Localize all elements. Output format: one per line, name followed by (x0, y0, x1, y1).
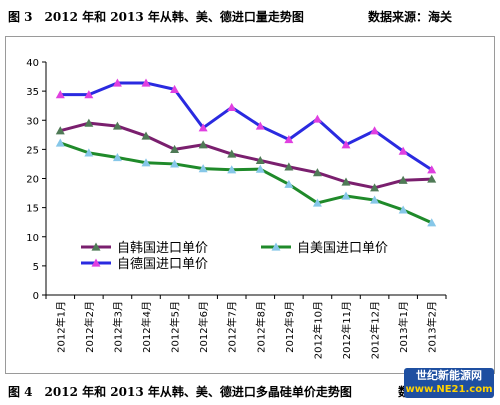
data-point (170, 159, 180, 168)
data-point (255, 155, 265, 165)
y-tick-label: 0 (33, 291, 39, 302)
legend-label: 自德国进口单价 (117, 257, 208, 272)
data-point (141, 158, 151, 167)
x-tick-label: 2013年2月 (426, 301, 439, 353)
legend-swatch-marker (91, 258, 101, 267)
data-point (255, 164, 265, 173)
data-point (84, 90, 94, 99)
legend-swatch-marker (91, 242, 101, 251)
line-chart: 0 5 10 15 20 25 30 35 40 2012年1月 2012年2月 2012年3月 201… (26, 58, 447, 359)
data-point (312, 168, 322, 177)
data-point (55, 138, 65, 147)
data-point (227, 149, 237, 158)
data-point (370, 183, 380, 192)
series-line (59, 141, 433, 225)
data-point (427, 165, 437, 174)
data-point (198, 140, 208, 149)
x-tick-label: 2012年12月 (369, 301, 382, 359)
data-point (112, 153, 122, 162)
data-point (198, 164, 208, 173)
data-point (427, 218, 437, 227)
y-tick-label: 15 (26, 204, 39, 215)
data-point (341, 177, 351, 186)
top-caption-label: 图 3 2012 年和 2013 年从韩、美、德进口量走势图 (8, 10, 304, 24)
data-point (198, 123, 208, 132)
data-point (170, 84, 180, 93)
data-point (284, 134, 294, 144)
data-point (141, 131, 151, 140)
data-point (398, 175, 408, 184)
data-point (170, 144, 180, 153)
y-tick-label: 35 (26, 87, 39, 98)
x-tick-label: 2012年4月 (140, 301, 153, 353)
watermark-line1: 世纪新能源网 (416, 369, 482, 382)
data-point (255, 121, 265, 130)
data-point (55, 90, 65, 99)
data-point (227, 165, 237, 174)
legend-swatch-marker (271, 242, 281, 251)
data-point (284, 162, 294, 171)
data-point (312, 114, 322, 123)
y-tick-label: 40 (26, 58, 39, 69)
watermark-line2: www.NE21.com (405, 384, 493, 395)
data-point (227, 102, 237, 112)
data-point (112, 121, 122, 130)
x-tick-label: 2012年3月 (111, 301, 124, 353)
series-line (60, 81, 433, 172)
x-tick-label: 2012年5月 (169, 301, 182, 353)
data-point (398, 146, 408, 155)
data-point (84, 148, 94, 157)
x-tick-label: 2012年10月 (311, 301, 324, 359)
y-tick-label: 5 (33, 262, 39, 273)
data-point (370, 126, 380, 135)
x-tick-label: 2013年1月 (397, 301, 410, 353)
top-caption-source: 数据来源：海关 (368, 10, 453, 24)
data-point (112, 78, 122, 87)
data-point (312, 198, 322, 207)
data-point (284, 179, 294, 188)
x-tick-label: 2012年2月 (83, 301, 96, 353)
data-point (141, 78, 151, 87)
data-point (341, 191, 351, 200)
x-tick-label: 2012年8月 (254, 301, 267, 353)
legend-label: 自韩国进口单价 (117, 241, 208, 256)
top-caption: 图 3 2012 年和 2013 年从韩、美、德进口量走势图 数据来源：海关 (8, 8, 452, 25)
x-tick-label: 2012年11月 (340, 301, 353, 359)
data-point (370, 195, 380, 204)
x-tick-label: 2012年6月 (197, 301, 210, 353)
x-tick-label: 2012年1月 (54, 301, 67, 353)
data-point (55, 126, 65, 135)
data-point (341, 140, 351, 149)
data-point (84, 118, 94, 127)
series-line (59, 121, 432, 190)
chart-frame: 0 5 10 15 20 25 30 35 40 2012年1月 2012年2月 2012年3月 201… (5, 36, 495, 374)
data-point (398, 205, 408, 214)
watermark-logo: 世纪新能源网 www.NE21.com (404, 368, 494, 398)
y-tick-label: 10 (26, 233, 39, 244)
bottom-caption-label: 图 4 2012 年和 2013 年从韩、美、德进口多晶硅单价走势图 (8, 385, 352, 399)
x-tick-label: 2012年9月 (283, 301, 296, 353)
data-point (427, 174, 437, 183)
bottom-caption: 图 4 2012 年和 2013 年从韩、美、德进口多晶硅单价走势图 数据 (8, 383, 422, 400)
y-tick-label: 30 (26, 116, 39, 127)
legend-label: 自美国进口单价 (297, 241, 388, 256)
y-tick-label: 25 (26, 145, 39, 156)
x-tick-label: 2012年7月 (226, 301, 239, 353)
y-tick-label: 20 (26, 175, 39, 186)
